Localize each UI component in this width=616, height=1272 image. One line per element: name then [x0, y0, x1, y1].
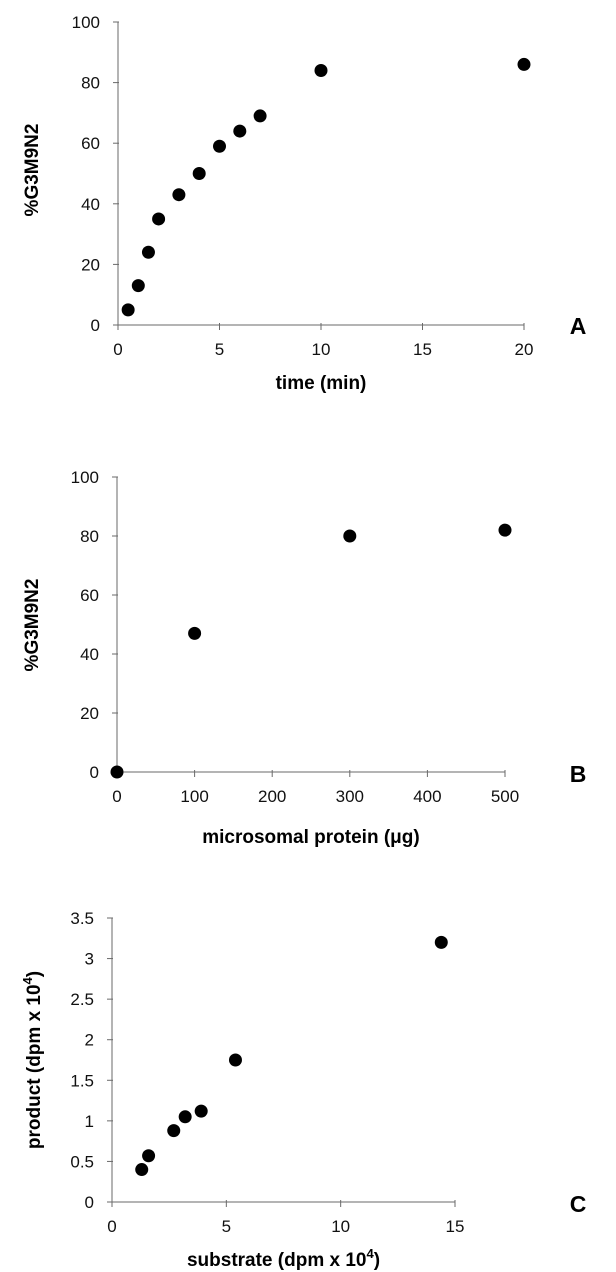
y-tick-label: 0	[85, 1193, 94, 1212]
data-point	[167, 1124, 181, 1138]
y-axis-title-main: product (dpm x 10	[24, 984, 45, 1149]
data-point	[141, 245, 155, 259]
x-axis-title-suffix: )	[374, 1250, 380, 1271]
y-tick-label: 3	[85, 950, 94, 969]
y-tick-label: 80	[81, 74, 100, 93]
y-axis-title: product (dpm x 104)	[20, 971, 45, 1149]
y-tick-label: 60	[80, 586, 99, 605]
data-point	[135, 1163, 149, 1177]
x-axis-title-main: substrate (dpm x 10	[187, 1250, 367, 1271]
y-axis-title-suffix: )	[24, 971, 45, 977]
x-tick-label: 15	[446, 1217, 465, 1236]
y-tick-label: 40	[81, 195, 100, 214]
y-tick-label: 0	[91, 316, 100, 335]
data-point	[192, 167, 206, 180]
y-tick-label: 100	[71, 468, 99, 487]
data-point	[213, 139, 226, 153]
x-tick-label: 0	[107, 1217, 116, 1236]
data-point	[343, 529, 357, 543]
data-point	[233, 124, 247, 138]
data-point	[253, 109, 267, 123]
x-tick-label: 500	[491, 787, 519, 806]
x-tick-label: 0	[112, 787, 121, 806]
panel-letter: C	[570, 1191, 587, 1217]
y-tick-label: 3.5	[70, 909, 94, 928]
chart-panel-c: 0 0.5 1 1.5 2 2.5 3 3.5 0 5 10 15 substrate (dpm x 1…	[20, 909, 586, 1271]
x-axis-title: time (min)	[276, 373, 367, 394]
x-tick-label: 15	[413, 340, 432, 359]
data-point	[314, 63, 328, 77]
panel-letter: A	[570, 313, 587, 339]
x-tick-label: 200	[258, 787, 286, 806]
y-tick-label: 80	[80, 527, 99, 546]
y-tick-label: 60	[81, 134, 100, 153]
data-point	[142, 1149, 156, 1163]
y-tick-label: 20	[81, 255, 100, 274]
y-tick-label: 100	[72, 13, 100, 32]
data-point	[194, 1104, 208, 1118]
x-axis-title-superscript: 4	[366, 1246, 374, 1261]
data-point	[110, 765, 124, 779]
data-point	[152, 212, 166, 226]
x-tick-label: 20	[515, 340, 534, 359]
data-point	[178, 1110, 192, 1124]
x-tick-label: 0	[113, 340, 122, 359]
y-tick-label: 2	[85, 1031, 94, 1050]
data-point	[172, 188, 186, 202]
x-tick-label: 300	[336, 787, 364, 806]
x-tick-label: 5	[222, 1217, 231, 1236]
x-axis-title: microsomal protein (μg)	[202, 827, 419, 848]
data-point	[498, 523, 512, 537]
y-axis-title: %G3M9N2	[22, 579, 43, 672]
data-point	[121, 303, 135, 317]
chart-panel-a: 0 20 40 60 80 100 0 5 10 15 20 time (min) %G3M9N2 A	[22, 13, 586, 394]
x-tick-label: 400	[413, 787, 441, 806]
x-tick-label: 10	[312, 340, 331, 359]
x-tick-label: 100	[180, 787, 208, 806]
data-point	[188, 626, 202, 640]
x-tick-label: 5	[215, 340, 224, 359]
y-tick-label: 0.5	[70, 1152, 94, 1171]
y-axis-title-superscript: 4	[20, 976, 35, 984]
chart-panel-b: 0 20 40 60 80 100 0 100 200 300 400 500 microsomal p…	[22, 468, 586, 848]
y-axis-title: %G3M9N2	[22, 124, 43, 217]
y-tick-label: 2.5	[70, 990, 94, 1009]
x-axis-title: substrate (dpm x 104)	[187, 1246, 380, 1271]
y-tick-label: 1	[85, 1112, 94, 1131]
y-tick-label: 40	[80, 645, 99, 664]
panel-letter: B	[570, 761, 587, 787]
x-tick-label: 10	[331, 1217, 350, 1236]
y-tick-label: 1.5	[70, 1071, 94, 1090]
data-point	[228, 1053, 242, 1067]
y-tick-label: 0	[90, 763, 99, 782]
data-point	[131, 279, 145, 293]
data-point	[517, 57, 531, 71]
data-point	[434, 935, 448, 949]
y-tick-label: 20	[80, 704, 99, 723]
